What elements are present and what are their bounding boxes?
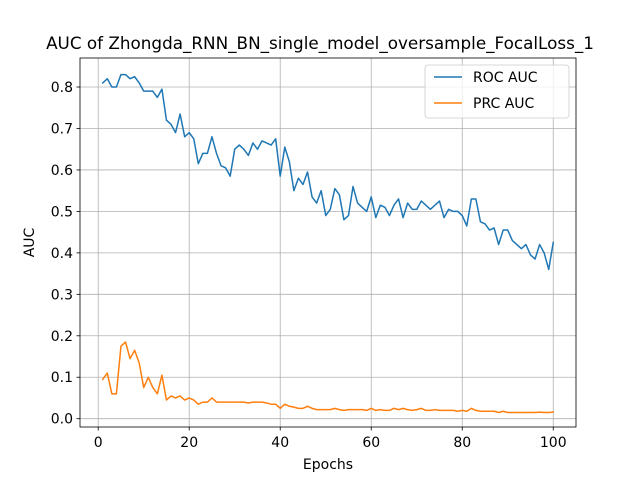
series-layer: [101, 73, 555, 414]
series-line-roc-auc: [101, 73, 555, 271]
y-tick-label: 0.7: [51, 121, 73, 137]
x-tick-label: 20: [180, 435, 198, 451]
x-tick-label: 40: [271, 435, 289, 451]
x-tick-label: 80: [453, 435, 471, 451]
legend-box: [424, 64, 570, 119]
y-tick-label: 0.4: [51, 246, 73, 262]
y-tick-label: 0.0: [51, 412, 73, 428]
y-tick-label: 0.1: [51, 370, 73, 386]
y-tick-label: 0.6: [51, 163, 73, 179]
legend: ROC AUC PRC AUC: [424, 64, 570, 119]
plot-frame: [79, 57, 577, 428]
series-line-prc-auc: [101, 341, 555, 414]
x-tick-label: 60: [362, 435, 380, 451]
x-tick-label: 100: [540, 435, 567, 451]
y-axis-label: AUC: [22, 227, 38, 257]
x-axis-label: Epochs: [303, 457, 353, 473]
legend-label-prc-auc: PRC AUC: [473, 96, 535, 112]
y-tick-label: 0.2: [51, 329, 73, 345]
legend-label-roc-auc: ROC AUC: [473, 70, 538, 86]
y-tick-label: 0.5: [51, 204, 73, 220]
y-tick-label: 0.8: [51, 80, 73, 96]
x-axis-ticks: 0 20 40 60 80 100: [94, 427, 567, 451]
y-tick-label: 0.3: [51, 287, 73, 303]
x-tick-label: 0: [94, 435, 103, 451]
chart-title: AUC of Zhongda_RNN_BN_single_model_overs…: [46, 33, 594, 54]
y-axis-ticks: 0.0 0.1 0.2 0.3 0.4 0.5 0.6 0.7 0.8: [51, 80, 80, 428]
